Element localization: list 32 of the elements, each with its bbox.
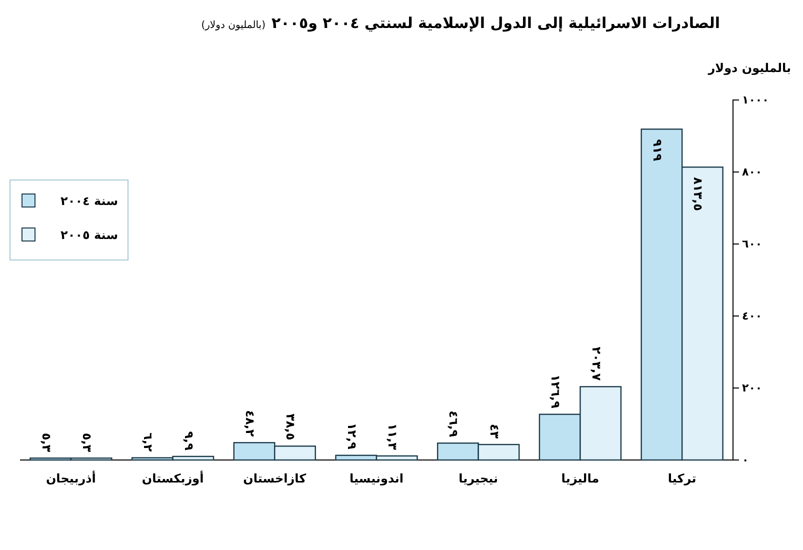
data-label: ٢٠٣,٧ (589, 346, 604, 382)
data-label: ١٢٦,٩ (548, 374, 563, 409)
data-label: ٤٨,٢ (242, 410, 257, 438)
data-label: ٤٦,٩ (446, 410, 461, 438)
x-tick-label: أذربيجان (46, 470, 96, 486)
y-tick-label: ١٠٠٠ (742, 94, 769, 107)
data-label: ١١,٣ (386, 423, 400, 451)
data-label: ٥,٣ (80, 432, 94, 453)
y-tick-label: ٨٠٠ (742, 166, 762, 179)
data-label: ٣٨,٥ (284, 414, 298, 440)
y-tick-label: ٢٠٠ (742, 382, 762, 395)
y-tick-label: ٤٠٠ (742, 310, 762, 323)
x-tick-label: كازاخستان (243, 472, 306, 486)
x-tick-label: أوزبكستان (142, 470, 204, 486)
x-tick-label: اندونيسيا (349, 472, 404, 486)
legend-label: سنة ٢٠٠٤ (60, 194, 118, 208)
chart-title: الصادرات الاسرائيلية إلى الدول الإسلامية لسنتي ٢٠٠٤ و٢٠٠٥ (272, 14, 720, 32)
data-label: ٤٣ (487, 424, 502, 440)
data-label: ٨١٣,٥ (691, 177, 706, 211)
x-tick-label: تركيا (668, 472, 696, 486)
data-label: ٥,٣ (39, 432, 54, 453)
x-tick-label: ماليزيا (561, 472, 600, 486)
y-tick-label: ٦٠٠ (742, 238, 762, 251)
legend-label: سنة ٢٠٠٥ (60, 228, 118, 242)
data-label: ١٢,٩ (344, 422, 359, 450)
data-label: ٩,٩ (182, 431, 196, 452)
data-label: ٩١٩ (650, 139, 664, 162)
y-axis-title: بالمليون دولار (707, 61, 791, 75)
y-tick-label: ٠ (742, 454, 749, 467)
chart-subtitle: (بالمليون دولار) (201, 20, 266, 31)
data-label: ٦,٢ (141, 432, 156, 452)
x-tick-label: نيجيريا (458, 472, 498, 486)
